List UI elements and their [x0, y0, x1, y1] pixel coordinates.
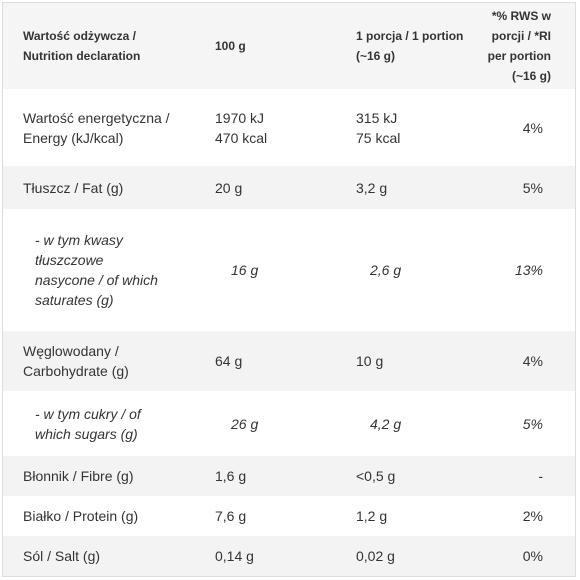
cell-text: - w tym kwasy tłuszczowe nasycone / of w… [35, 232, 158, 308]
row: Węglowodany / Carbohydrate (g) 64 g 10 g 4% [2, 331, 576, 391]
cell-text: 4% [522, 119, 543, 136]
cell: - w tym cukry / of which sugars (g) [3, 391, 206, 456]
cell-text: Wartość energetyczna / Energy (kJ/kcal) [23, 109, 170, 146]
cell-text: 470 kcal [215, 129, 268, 146]
row: Wartość energetyczna / Energy (kJ/kcal) 1… [3, 89, 576, 166]
row: Białko / Protein (g) 7,6 g 1,2 g 2% [3, 496, 576, 536]
cell: 7,6 g [205, 496, 346, 536]
header-cell: 100 g [205, 2, 346, 89]
cell: 26 g [205, 391, 346, 456]
cell: Tłuszcz / Fat (g) [2, 166, 205, 209]
row: Błonnik / Fibre (g) 1,6 g <0,5 g - [2, 456, 576, 496]
cell: 1,2 g [346, 496, 480, 536]
cell-text: 0,14 g [215, 547, 254, 564]
cell-text: 315 kJ [356, 109, 398, 126]
cell-text: 1970 kJ [215, 109, 265, 126]
cell: 2% [480, 496, 576, 536]
header-text: *% RWS w porcji / *RI per portion (~16 g… [487, 9, 551, 83]
cell: Błonnik / Fibre (g) [2, 456, 205, 496]
cell: 315 kJ 75 kcal [346, 89, 480, 166]
cell: 5% [480, 166, 576, 209]
cell: Sól / Salt (g) [2, 536, 205, 576]
cell: Wartość energetyczna / Energy (kJ/kcal) [3, 89, 206, 166]
cell-text: 0% [522, 547, 543, 564]
header-text: 1 porcja / 1 portion (~16 g) [356, 29, 464, 63]
cell: 4% [480, 331, 576, 391]
row: Tłuszcz / Fat (g) 20 g 3,2 g 5% [2, 166, 576, 209]
cell: <0,5 g [346, 456, 480, 496]
cell: 16 g [205, 209, 346, 331]
cell-text: 5% [522, 179, 543, 196]
cell: 0% [480, 536, 576, 576]
cell: 4% [480, 89, 576, 166]
cell: 0,02 g [346, 536, 480, 576]
cell-text: 0,02 g [356, 547, 395, 564]
cell-text: 16 g [231, 262, 259, 278]
header-cell: Wartość odżywcza / Nutrition declaration [2, 2, 205, 89]
cell: 13% [480, 209, 576, 331]
cell-text: 1,2 g [356, 508, 388, 524]
cell: 3,2 g [346, 166, 480, 209]
cell: Białko / Protein (g) [3, 496, 206, 536]
cell: 0,14 g [205, 536, 346, 576]
cell-text: 5% [522, 415, 543, 432]
cell-text: Tłuszcz / Fat (g) [23, 179, 124, 196]
cell-text: 20 g [215, 179, 243, 196]
cell-text: 2,6 g [370, 262, 402, 278]
cell-text: 2% [522, 508, 543, 524]
header-row: Wartość odżywcza / Nutrition declaration… [2, 2, 576, 89]
cell: - w tym kwasy tłuszczowe nasycone / of w… [3, 209, 206, 331]
cell: 1,6 g [205, 456, 346, 496]
cell-text: - w tym cukry / of which sugars (g) [35, 405, 141, 442]
row: - w tym cukry / of which sugars (g) 26 g 4… [3, 391, 576, 456]
cell-text: Węglowodany / Carbohydrate (g) [23, 343, 129, 379]
cell-text: 26 g [231, 415, 259, 432]
cell-text: 13% [514, 262, 543, 278]
cell-text: 10 g [356, 353, 384, 369]
cell-text: <0,5 g [356, 468, 396, 484]
row: - w tym kwasy tłuszczowe nasycone / of w… [3, 209, 576, 331]
cell-text: 3,2 g [356, 179, 388, 196]
cell: 1970 kJ 470 kcal [205, 89, 346, 166]
header-text: Wartość odżywcza / Nutrition declaration [23, 29, 141, 63]
cell-text: 64 g [215, 353, 243, 369]
cell-text: 7,6 g [215, 508, 247, 524]
cell-text: 4% [522, 353, 543, 369]
cell-text: - [538, 468, 543, 484]
cell: - [480, 456, 576, 496]
header-cell: 1 porcja / 1 portion (~16 g) [346, 2, 480, 89]
cell-text: 4,2 g [370, 415, 402, 432]
cell: 2,6 g [346, 209, 480, 331]
header-cell: *% RWS w porcji / *RI per portion (~16 g… [480, 2, 576, 89]
cell: 20 g [205, 166, 346, 209]
cell-text: Białko / Protein (g) [23, 508, 139, 524]
cell-text: Sól / Salt (g) [23, 547, 101, 564]
cell: 5% [480, 391, 576, 456]
header-text: 100 g [215, 39, 246, 53]
cell-text: 1,6 g [215, 468, 247, 484]
cell-text: Błonnik / Fibre (g) [23, 468, 134, 484]
cell-text: 75 kcal [356, 129, 401, 146]
cell: 10 g [346, 331, 480, 391]
cell: 64 g [205, 331, 346, 391]
cell: Węglowodany / Carbohydrate (g) [2, 331, 205, 391]
cell: 4,2 g [346, 391, 480, 456]
row: Sól / Salt (g) 0,14 g 0,02 g 0% [2, 536, 576, 576]
